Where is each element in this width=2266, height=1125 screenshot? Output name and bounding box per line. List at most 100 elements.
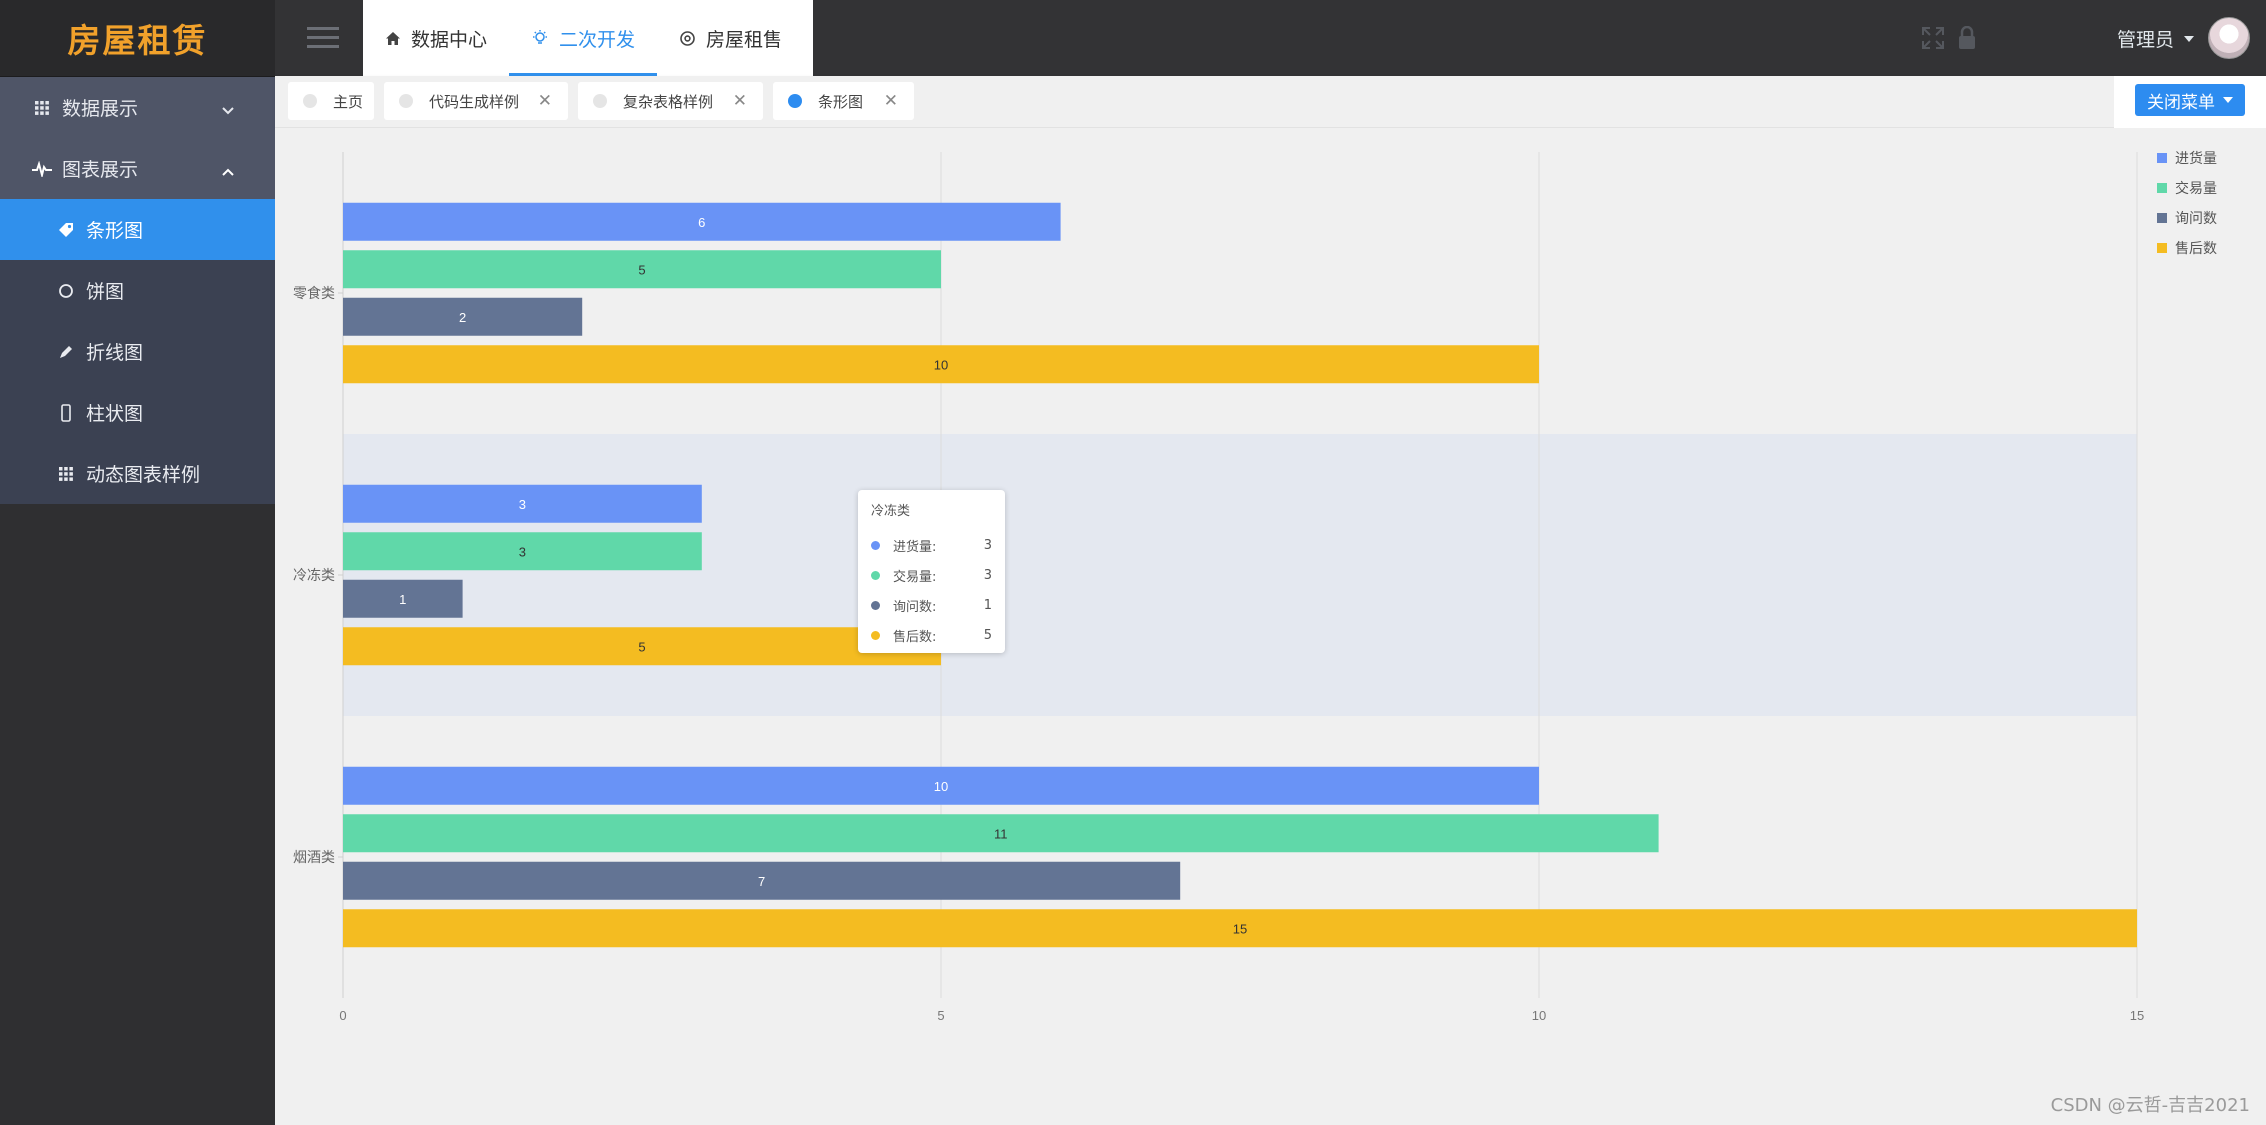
sidebar-item-dynamic-chart[interactable]: 动态图表样例: [0, 443, 275, 504]
page-tab-complex-table[interactable]: 复杂表格样例 ✕: [578, 82, 763, 120]
tag-icon: [54, 218, 78, 242]
page-tab-code-gen[interactable]: 代码生成样例 ✕: [384, 82, 568, 120]
tooltip-series-value: 3: [983, 537, 992, 553]
chevron-down-icon: [221, 99, 235, 121]
bar-value-label: 3: [519, 497, 526, 512]
tooltip-series-name: 售后数:: [893, 629, 937, 645]
category-label: 烟酒类: [293, 850, 335, 866]
legend-label: 进货量: [2175, 150, 2217, 167]
close-menu-area: 关闭菜单: [2114, 76, 2266, 128]
caret-down-icon: [2223, 97, 2233, 103]
pen-icon: [54, 340, 78, 364]
close-icon[interactable]: ✕: [883, 91, 898, 111]
close-menu-label: 关闭菜单: [2147, 92, 2215, 113]
bar-value-label: 2: [459, 310, 466, 325]
tooltip-row: 询问数: 1: [871, 590, 992, 620]
grid-icon: [54, 462, 78, 486]
series-dot: [871, 570, 880, 580]
tab-house-rental[interactable]: 房屋租售: [657, 0, 804, 76]
bar-value-label: 6: [698, 215, 705, 230]
category-label: 冷冻类: [293, 567, 335, 584]
legend-swatch: [2157, 213, 2167, 223]
lock-icon[interactable]: [1957, 25, 1977, 54]
sidebar-item-column-chart[interactable]: 柱状图: [0, 382, 275, 443]
menu-group-data-display[interactable]: 数据展示: [0, 77, 275, 138]
tooltip-title: 冷冻类: [871, 504, 911, 519]
home-icon: [385, 31, 401, 46]
highlight-band: [343, 434, 2137, 716]
top-header: 数据中心 二次开发 房屋租售 管理员: [275, 0, 2266, 76]
bar: [343, 202, 1061, 241]
sidebar-item-label: 柱状图: [86, 403, 144, 425]
series-dot: [871, 600, 880, 610]
tab-label: 数据中心: [411, 28, 488, 51]
caret-down-icon: [2184, 35, 2195, 42]
bar: [343, 814, 1659, 853]
sidebar-item-bar-chart[interactable]: 条形图: [0, 199, 275, 260]
close-icon[interactable]: ✕: [537, 91, 552, 111]
top-nav: 数据中心 二次开发 房屋租售: [363, 0, 813, 76]
bar: [343, 766, 1539, 805]
page-tab-label: 代码生成样例: [429, 92, 520, 111]
avatar[interactable]: [2208, 17, 2250, 59]
fullscreen-icon[interactable]: [1921, 26, 1945, 54]
x-tick-label: 15: [2130, 1008, 2144, 1023]
x-tick-label: 5: [937, 1008, 944, 1023]
sidebar-item-label: 动态图表样例: [86, 464, 201, 486]
tooltip-row: 交易量: 3: [871, 560, 992, 590]
menu-group-chart-display[interactable]: 图表展示: [0, 138, 275, 199]
tab-secondary-dev[interactable]: 二次开发: [509, 0, 658, 76]
series-dot: [871, 540, 880, 550]
sidebar-menu: 数据展示 图表展示 条形图: [0, 77, 275, 504]
tab-data-center[interactable]: 数据中心: [363, 0, 509, 76]
bar-value-label: 3: [519, 544, 526, 559]
tab-status-dot: [399, 94, 413, 108]
page-tabbar: 主页 代码生成样例 ✕ 复杂表格样例 ✕ 条形图 ✕ 关闭菜单: [275, 76, 2266, 128]
tab-status-dot: [303, 94, 317, 108]
page-tab-bar-chart[interactable]: 条形图 ✕: [773, 82, 914, 120]
legend-label: 询问数: [2175, 211, 2217, 227]
user-name: 管理员: [2117, 29, 2175, 51]
x-tick-label: 0: [339, 1008, 346, 1023]
page-tab-label: 条形图: [818, 92, 864, 111]
bar-value-label: 7: [758, 874, 765, 889]
bar: [343, 579, 463, 618]
bar: [343, 532, 702, 571]
circle-icon: [54, 279, 78, 303]
tooltip-series-value: 1: [983, 597, 992, 613]
legend-swatch: [2157, 243, 2167, 253]
header-tools: [1921, 25, 1977, 54]
bar: [343, 250, 941, 289]
close-icon[interactable]: ✕: [732, 91, 747, 111]
tooltip-series-value: 3: [983, 567, 992, 583]
sidebar-item-label: 折线图: [86, 342, 144, 364]
phone-icon: [54, 401, 78, 425]
category-label: 零食类: [293, 285, 335, 302]
bar: [343, 861, 1181, 900]
tab-label: 房屋租售: [706, 28, 783, 51]
bar-value-label: 5: [638, 262, 645, 277]
page-tab-home[interactable]: 主页: [288, 82, 374, 120]
app-logo: 房屋租赁: [0, 0, 275, 77]
x-tick-label: 10: [1532, 1008, 1546, 1023]
tooltip-series-name: 交易量:: [893, 569, 937, 585]
sidebar-item-line-chart[interactable]: 折线图: [0, 321, 275, 382]
page-tab-label: 复杂表格样例: [623, 92, 714, 111]
close-menu-button[interactable]: 关闭菜单: [2135, 84, 2245, 116]
bar-value-label: 15: [1233, 921, 1247, 936]
settings-icon: [679, 30, 696, 47]
bar-value-label: 10: [934, 779, 948, 794]
hamburger-menu-icon[interactable]: [307, 24, 341, 52]
sidebar-item-label: 饼图: [86, 281, 125, 303]
bar: [343, 627, 941, 666]
bar-value-label: 1: [399, 592, 406, 607]
bar-value-label: 10: [934, 357, 948, 372]
tab-status-dot: [788, 94, 802, 108]
legend-label: 交易量: [2175, 180, 2217, 197]
menu-group-label: 图表展示: [62, 159, 139, 181]
menu-group-label: 数据展示: [62, 98, 139, 120]
sidebar-item-pie-chart[interactable]: 饼图: [0, 260, 275, 321]
user-menu[interactable]: 管理员: [2117, 25, 2195, 52]
